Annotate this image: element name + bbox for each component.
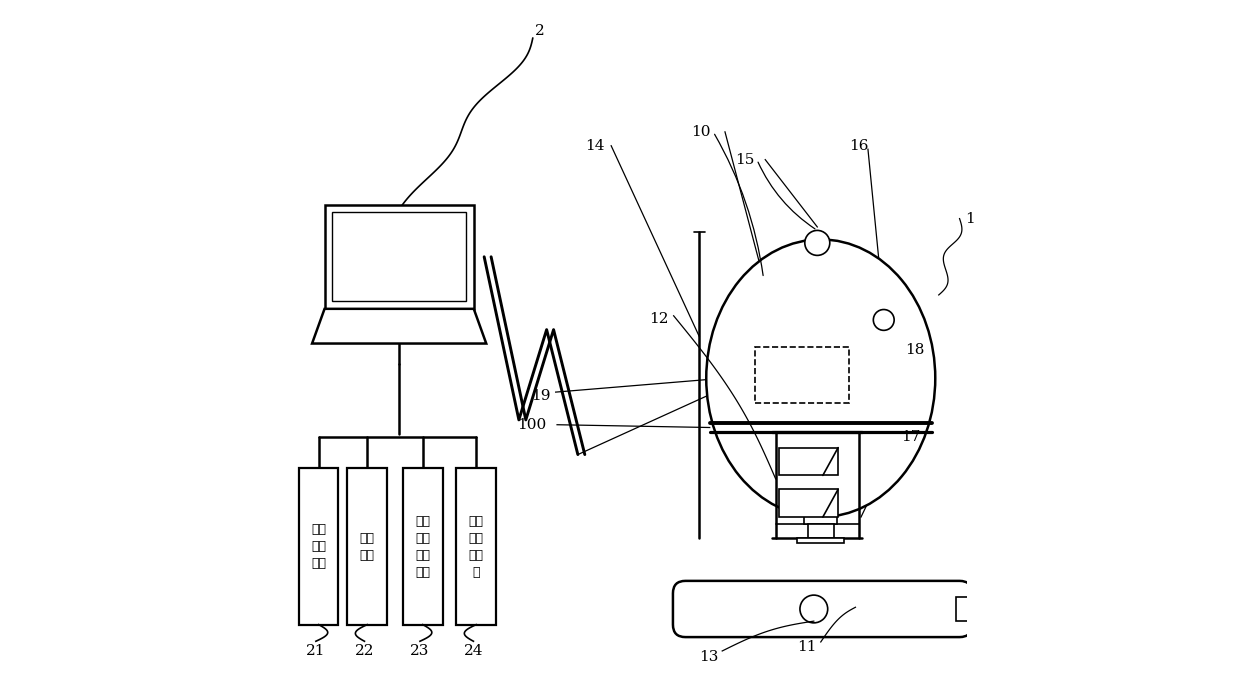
Text: 17: 17 <box>901 430 921 444</box>
Bar <box>779 489 838 517</box>
Text: 19: 19 <box>530 389 550 403</box>
Circle shape <box>805 230 830 255</box>
Text: 14: 14 <box>586 139 605 153</box>
Text: 15: 15 <box>735 153 755 167</box>
Text: 18: 18 <box>904 344 924 357</box>
Bar <box>808 524 834 538</box>
Bar <box>332 212 466 301</box>
Bar <box>797 538 844 543</box>
Text: 23: 23 <box>410 644 430 658</box>
FancyBboxPatch shape <box>673 581 973 637</box>
Text: 控制
单元: 控制 单元 <box>359 532 374 561</box>
Bar <box>804 507 838 524</box>
Text: 21: 21 <box>306 644 326 658</box>
Text: 无线
通讯
单元: 无线 通讯 单元 <box>311 523 326 570</box>
Bar <box>957 597 979 621</box>
Bar <box>779 448 838 475</box>
Bar <box>755 347 849 403</box>
Circle shape <box>873 310 895 330</box>
Text: 12: 12 <box>649 312 669 326</box>
Text: 1: 1 <box>965 212 975 226</box>
Bar <box>347 468 387 625</box>
Text: 地形
数据
分析
单元: 地形 数据 分析 单元 <box>415 514 430 579</box>
Text: 13: 13 <box>699 650 719 663</box>
Bar <box>403 468 442 625</box>
Bar <box>456 468 496 625</box>
Text: 11: 11 <box>797 640 817 654</box>
Ellipse shape <box>706 239 935 517</box>
Text: 2: 2 <box>535 24 545 38</box>
Text: 10: 10 <box>691 125 710 139</box>
Text: 24: 24 <box>463 644 483 658</box>
Circle shape <box>800 595 828 623</box>
Bar <box>325 205 473 309</box>
Polygon shape <box>312 309 486 344</box>
Text: 22: 22 <box>354 644 374 658</box>
Text: 地形
资料
数据
库: 地形 资料 数据 库 <box>468 514 483 579</box>
Text: 16: 16 <box>849 139 869 153</box>
Text: 100: 100 <box>517 418 546 432</box>
Bar <box>299 468 338 625</box>
